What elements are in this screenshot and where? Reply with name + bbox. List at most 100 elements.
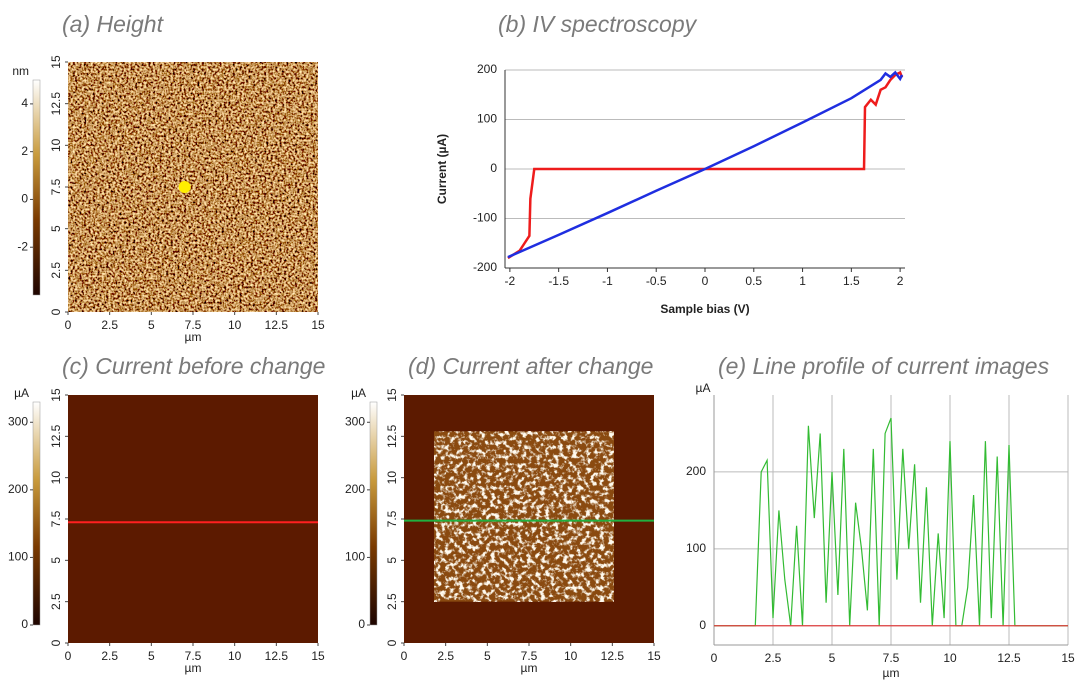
panel-title: (b) IV spectroscopy: [498, 11, 698, 37]
colorbar-label: µA: [14, 386, 29, 400]
x-tick-label: 12.5: [265, 649, 289, 663]
colorbar: [32, 79, 41, 296]
y-tick-label: 12.5: [49, 92, 63, 116]
y-tick-label: 2.5: [385, 593, 399, 610]
x-tick-label: 15: [647, 649, 661, 663]
x-tick-label: -1: [602, 274, 613, 288]
x-tick-label: 2: [897, 274, 904, 288]
x-tick-label: 2.5: [765, 651, 782, 665]
x-tick-label: 7.5: [185, 649, 202, 663]
colorbar-tick-label: 200: [8, 482, 28, 496]
y-tick-label: 10: [49, 471, 63, 485]
bright-region-texture: [434, 431, 614, 602]
colorbar: [369, 401, 378, 626]
colorbar: [32, 401, 41, 626]
x-tick-label: 0: [711, 651, 718, 665]
y-tick-label: 0: [699, 618, 706, 632]
x-tick-label: 0.5: [745, 274, 762, 288]
x-tick-label: 0: [65, 649, 72, 663]
marker: [178, 181, 191, 193]
y-tick-label: 2.5: [49, 593, 63, 610]
y-tick-label: 15: [49, 55, 63, 69]
panel-title: (c) Current before change: [62, 353, 325, 379]
y-tick-label: 15: [385, 388, 399, 402]
x-axis-label: µm: [185, 661, 202, 675]
colorbar-tick-label: 0: [21, 617, 28, 631]
y-tick-label: 0: [49, 308, 63, 315]
x-tick-label: 7.5: [883, 651, 900, 665]
x-tick-label: 10: [564, 649, 578, 663]
x-tick-label: 15: [311, 318, 325, 332]
y-tick-label: -100: [473, 211, 497, 225]
y-tick-label: 0: [385, 639, 399, 646]
map-image: [68, 395, 318, 643]
x-tick-label: 1.5: [843, 274, 860, 288]
series-line: [714, 417, 1068, 627]
x-axis-label: Sample bias (V): [660, 302, 749, 316]
colorbar-tick-label: 2: [21, 144, 28, 158]
x-tick-label: 5: [148, 649, 155, 663]
x-tick-label: 12.5: [265, 318, 289, 332]
colorbar-tick-label: 100: [345, 550, 365, 564]
y-tick-label: 5: [49, 557, 63, 564]
panel-title: (a) Height: [62, 11, 165, 37]
y-tick-label: 200: [477, 62, 497, 76]
x-tick-label: 10: [943, 651, 957, 665]
y-tick-label: 5: [385, 557, 399, 564]
colorbar-tick-label: -2: [17, 239, 28, 253]
x-tick-label: -0.5: [646, 274, 667, 288]
x-tick-label: 7.5: [185, 318, 202, 332]
y-tick-label: 7.5: [49, 178, 63, 195]
x-tick-label: 10: [228, 318, 242, 332]
x-axis-label: µm: [185, 330, 202, 344]
y-tick-label: 0: [49, 639, 63, 646]
panel-title: (d) Current after change: [408, 353, 653, 379]
y-tick-label: 7.5: [49, 510, 63, 527]
y-tick-label: 15: [49, 388, 63, 402]
y-axis-label: Current (µA): [435, 134, 449, 204]
map-texture: [68, 62, 318, 312]
y-tick-label: 10: [49, 138, 63, 152]
x-tick-label: 12.5: [601, 649, 625, 663]
y-axis-label: µA: [696, 381, 711, 395]
x-tick-label: 2.5: [437, 649, 454, 663]
x-tick-label: 5: [148, 318, 155, 332]
y-tick-label: -200: [473, 260, 497, 274]
x-tick-label: 15: [1061, 651, 1075, 665]
x-tick-label: 0: [702, 274, 709, 288]
colorbar-label: µA: [351, 386, 366, 400]
y-tick-label: 200: [686, 464, 706, 478]
x-tick-label: 5: [484, 649, 491, 663]
x-tick-label: 0: [401, 649, 408, 663]
x-tick-label: 2.5: [101, 318, 118, 332]
x-tick-label: 2.5: [101, 649, 118, 663]
x-axis-label: µm: [883, 666, 900, 680]
y-tick-label: 100: [477, 112, 497, 126]
colorbar-tick-label: 0: [21, 192, 28, 206]
y-tick-label: 10: [385, 471, 399, 485]
colorbar-tick-label: 4: [21, 96, 28, 110]
y-tick-label: 5: [49, 225, 63, 232]
x-tick-label: 12.5: [997, 651, 1021, 665]
colorbar-tick-label: 300: [345, 414, 365, 428]
colorbar-label: nm: [12, 64, 29, 78]
colorbar-tick-label: 100: [8, 550, 28, 564]
x-tick-label: 7.5: [521, 649, 538, 663]
panel-title: (e) Line profile of current images: [718, 353, 1050, 379]
y-tick-label: 2.5: [49, 262, 63, 279]
x-tick-label: -1.5: [548, 274, 569, 288]
y-tick-label: 0: [490, 161, 497, 175]
colorbar-tick-label: 300: [8, 414, 28, 428]
x-tick-label: 1: [799, 274, 806, 288]
x-tick-label: 0: [65, 318, 72, 332]
colorbar-tick-label: 200: [345, 482, 365, 496]
series-line: [507, 70, 904, 260]
x-tick-label: 15: [311, 649, 325, 663]
series-line: [507, 70, 904, 259]
y-tick-label: 12.5: [385, 424, 399, 448]
y-tick-label: 12.5: [49, 424, 63, 448]
y-tick-label: 100: [686, 541, 706, 555]
colorbar-tick-label: 0: [358, 617, 365, 631]
x-axis-label: µm: [521, 661, 538, 675]
